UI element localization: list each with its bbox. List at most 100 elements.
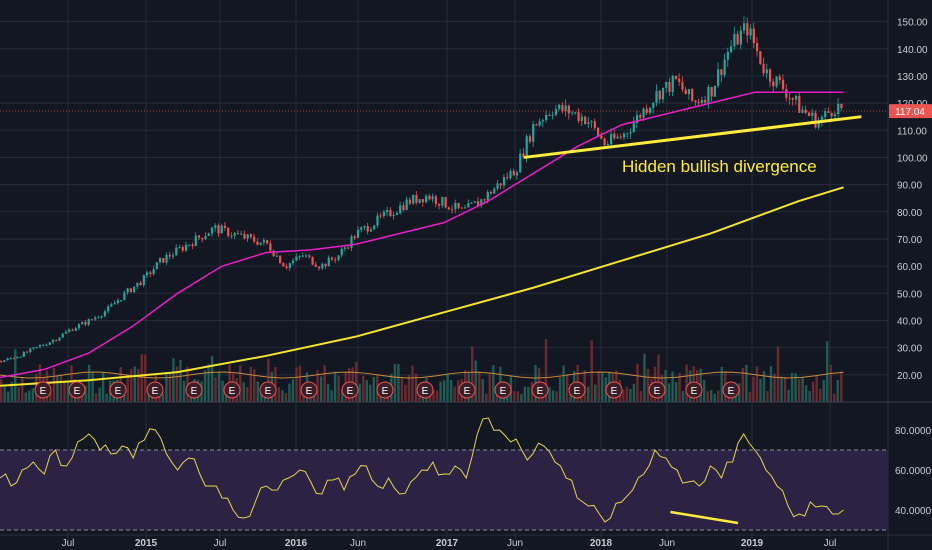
volume-bar bbox=[643, 353, 646, 402]
earnings-marker[interactable]: E bbox=[185, 381, 203, 399]
candle-body bbox=[188, 244, 191, 246]
candle-body bbox=[548, 114, 551, 116]
volume-bar bbox=[302, 391, 305, 402]
candle-body bbox=[116, 300, 120, 304]
volume-bar bbox=[551, 390, 555, 402]
earnings-marker[interactable]: E bbox=[68, 381, 86, 399]
candle-body bbox=[340, 248, 343, 256]
candle-body bbox=[162, 257, 165, 263]
candle-body bbox=[606, 144, 609, 146]
candle-body bbox=[292, 260, 295, 264]
candle-body bbox=[120, 300, 123, 302]
earnings-marker-label: E bbox=[152, 386, 159, 397]
volume-bar bbox=[242, 382, 245, 402]
volume-bar bbox=[7, 391, 10, 402]
volume-bar bbox=[362, 375, 365, 402]
earnings-marker[interactable]: E bbox=[300, 381, 318, 399]
rsi-axis[interactable]: 80.0000 60.0000 40.0000 bbox=[895, 426, 932, 517]
volume-bar bbox=[407, 375, 411, 402]
earnings-marker[interactable]: E bbox=[223, 381, 241, 399]
price-candles[interactable] bbox=[0, 16, 843, 363]
volume-bar bbox=[21, 377, 24, 402]
earnings-marker[interactable]: E bbox=[109, 381, 127, 399]
volume-bar bbox=[840, 371, 843, 402]
time-tick-label: 2019 bbox=[741, 538, 764, 549]
volume-bar bbox=[558, 377, 562, 402]
candle-body bbox=[671, 76, 674, 92]
earnings-marker[interactable]: E bbox=[531, 381, 549, 399]
candle-body bbox=[129, 288, 132, 293]
candle-body bbox=[574, 112, 577, 114]
volume-bar bbox=[780, 376, 783, 402]
price-tick-label: 130.00 bbox=[897, 72, 928, 83]
earnings-marker[interactable]: E bbox=[416, 381, 434, 399]
candle-body bbox=[515, 172, 519, 176]
candle-body bbox=[165, 254, 168, 263]
earnings-marker-circle bbox=[685, 381, 703, 399]
volume-bar bbox=[217, 371, 221, 402]
candle-body bbox=[68, 329, 71, 332]
earnings-marker[interactable]: E bbox=[458, 381, 476, 399]
candle-body bbox=[3, 360, 6, 362]
earnings-marker-label: E bbox=[537, 386, 544, 397]
candle-body bbox=[155, 262, 158, 270]
volume-bar bbox=[0, 379, 3, 402]
earnings-marker[interactable]: E bbox=[34, 381, 52, 399]
candle-body bbox=[9, 358, 12, 360]
candle-body bbox=[29, 348, 32, 353]
volume-bar bbox=[207, 364, 210, 402]
annotation-label: Hidden bullish divergence bbox=[622, 157, 817, 176]
candle-body bbox=[168, 254, 171, 257]
volume-bar bbox=[319, 376, 323, 402]
earnings-marker[interactable]: E bbox=[494, 381, 512, 399]
candle-body bbox=[833, 114, 837, 117]
earnings-marker[interactable]: E bbox=[146, 381, 164, 399]
candle-body bbox=[775, 76, 778, 87]
earnings-marker[interactable]: E bbox=[605, 381, 623, 399]
earnings-marker[interactable]: E bbox=[722, 381, 740, 399]
candle-body bbox=[726, 51, 729, 60]
price-axis[interactable]: 150.00140.00130.00120.00110.00100.0090.0… bbox=[897, 18, 928, 382]
volume-bar bbox=[755, 366, 759, 402]
earnings-marker[interactable]: E bbox=[685, 381, 703, 399]
volume-bar bbox=[776, 346, 780, 402]
earnings-marker[interactable]: E bbox=[568, 381, 586, 399]
earnings-marker[interactable]: E bbox=[376, 381, 394, 399]
candle-body bbox=[616, 136, 619, 139]
candle-body bbox=[580, 116, 583, 121]
candle-body bbox=[324, 263, 327, 267]
time-tick-label: 2016 bbox=[285, 538, 308, 549]
volume-bar bbox=[404, 384, 407, 402]
volume-bar bbox=[471, 346, 474, 402]
rsi-divergence-line[interactable] bbox=[670, 510, 739, 525]
earnings-marker[interactable]: E bbox=[341, 381, 359, 399]
candle-body bbox=[561, 104, 564, 112]
volume-bar bbox=[165, 371, 168, 402]
time-tick-label: Jun bbox=[659, 538, 675, 549]
time-axis[interactable]: Jul 2015 Jul 2016 Jun 2017 Jun 2018 Jun 2019 Jul bbox=[62, 538, 837, 549]
earnings-marker-label: E bbox=[654, 386, 661, 397]
rsi-tick-label: 80.0000 bbox=[895, 426, 932, 437]
earnings-marker[interactable]: E bbox=[648, 381, 666, 399]
candle-body bbox=[285, 266, 288, 268]
volume-bar bbox=[442, 380, 446, 402]
candle-body bbox=[697, 101, 700, 104]
volume-bar bbox=[822, 379, 825, 402]
volume-bar bbox=[397, 364, 400, 402]
volume-bar bbox=[439, 381, 442, 402]
candle-body bbox=[259, 242, 262, 245]
candle-body bbox=[408, 199, 412, 204]
candle-body bbox=[58, 337, 61, 341]
moving-average-slow-line bbox=[0, 186, 844, 387]
candle-body bbox=[512, 170, 515, 176]
support-trendline[interactable] bbox=[523, 115, 862, 159]
candle-body bbox=[415, 195, 418, 203]
volume-bar bbox=[446, 373, 449, 402]
earnings-marker[interactable]: E bbox=[259, 381, 277, 399]
candle-body bbox=[103, 311, 107, 317]
earnings-marker-label: E bbox=[40, 386, 47, 397]
rsi-line bbox=[0, 417, 844, 523]
candle-body bbox=[463, 207, 467, 209]
